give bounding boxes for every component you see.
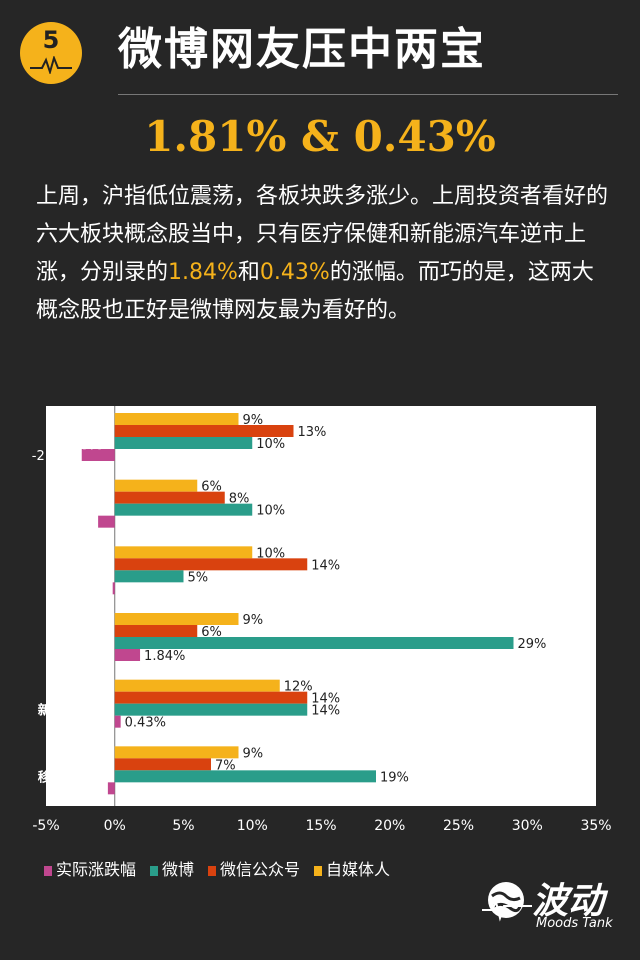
bar-2-4	[114, 703, 308, 716]
summary-text-2: 和	[237, 260, 260, 285]
bar-label-1-5: 7%	[215, 758, 236, 773]
bar-label-3-4: 0.43%	[125, 716, 166, 731]
legend-item-2: 微信公众号	[208, 856, 300, 880]
x-tick-label-7: 30%	[512, 818, 543, 834]
legend-swatch-3	[314, 865, 323, 876]
bar-label-3-5: -0.50%	[58, 782, 104, 797]
bar-3-3	[114, 649, 141, 661]
logo-wordmark: 波动	[532, 881, 605, 922]
category-label-0: 券商	[76, 436, 103, 452]
bar-label-1-4: 14%	[311, 692, 340, 707]
bar-2-5	[114, 770, 376, 783]
bar-label-3-3: 1.84%	[144, 649, 185, 664]
bar-label-0-5: 9%	[243, 746, 264, 761]
x-tick-label-8: 35%	[580, 818, 611, 834]
title-divider	[118, 94, 618, 95]
bar-3-1	[98, 515, 115, 528]
bar-1-3	[114, 625, 198, 637]
plot-area	[46, 406, 596, 806]
summary-text-3: 的涨幅。而巧的是，这两大概念股也正好是微博网友最为看好的。	[36, 260, 594, 323]
category-label-3: 医疗保健	[51, 636, 103, 652]
bar-1-5	[114, 758, 211, 771]
bar-label-3-0: -2.40%	[32, 449, 78, 464]
bar-label-1-0: 13%	[298, 425, 327, 440]
bar-label-1-2: 14%	[311, 558, 340, 573]
x-tick-label-1: 0%	[104, 818, 126, 834]
bar-label-2-4: 14%	[311, 704, 340, 719]
bar-label-2-5: 19%	[380, 770, 409, 785]
legend-label-2: 微信公众号	[220, 860, 301, 879]
bar-label-0-2: 10%	[256, 546, 285, 561]
bar-2-0	[114, 437, 253, 449]
logo-tagline: Moods Tank	[536, 916, 613, 931]
bar-0-4	[114, 679, 280, 692]
bar-label-0-1: 6%	[201, 480, 222, 495]
bar-1-1	[114, 491, 225, 504]
legend-item-0: 实际涨跌幅	[44, 856, 136, 880]
highlight-healthcare: 1.84%	[168, 260, 238, 285]
category-label-5: 移动互联网	[38, 769, 103, 785]
bar-label-2-2: 5%	[188, 570, 209, 585]
bar-1-4	[114, 691, 308, 704]
bar-label-3-1: -1.21%	[48, 516, 94, 531]
chart-legend: 实际涨跌幅 微博 微信公众号 自媒体人	[44, 856, 404, 880]
bar-label-0-0: 9%	[243, 413, 264, 428]
summary-paragraph: 上周，沪指低位震荡，各板块跌多涨少。上周投资者看好的六大板块概念股当中，只有医疗…	[36, 178, 612, 330]
category-label-2: 旅游	[77, 569, 103, 585]
bar-label-2-0: 10%	[256, 437, 285, 452]
bar-3-2	[112, 582, 115, 595]
bar-3-4	[114, 715, 121, 728]
bar-2-2	[114, 570, 184, 583]
x-tick-label-0: -5%	[32, 818, 59, 834]
bar-0-5	[114, 746, 239, 759]
highlight-nev: 0.43%	[259, 260, 330, 285]
bar-label-3-2: -0.15%	[63, 582, 109, 597]
bar-0-2	[114, 546, 253, 559]
bar-1-0	[114, 425, 294, 437]
bar-0-0	[114, 413, 239, 425]
bar-label-1-3: 6%	[201, 625, 222, 640]
bar-label-2-3: 29%	[518, 637, 547, 652]
bar-0-3	[114, 613, 239, 625]
legend-swatch-1	[150, 865, 159, 876]
x-tick-label-3: 10%	[237, 818, 268, 834]
bar-3-0	[81, 449, 115, 461]
x-tick-label-2: 5%	[172, 818, 194, 834]
page-title: 微博网友压中两宝	[118, 24, 486, 75]
legend-label-1: 微博	[162, 860, 195, 879]
globe-mark-icon	[482, 882, 532, 922]
summary-text-1: 上周，沪指低位震荡，各板块跌多涨少。上周投资者看好的六大板块概念股当中，只有医疗…	[36, 184, 609, 285]
bar-0-1	[114, 479, 198, 492]
pulse-line-icon	[30, 56, 72, 74]
category-label-1: 军工	[77, 504, 103, 519]
legend-item-3: 自媒体人	[314, 856, 390, 880]
x-tick-label-5: 20%	[374, 818, 405, 834]
badge-number: 5	[42, 26, 60, 54]
bar-1-2	[114, 558, 308, 571]
legend-label-3: 自媒体人	[326, 860, 391, 879]
bar-chart-svg: 9% 13% 10% -2.40%券商 6% 8% 10% -1.21%军工 10% 14% 5% -…	[32, 406, 612, 834]
legend-swatch-0	[44, 865, 52, 876]
headline-figures: 1.81% & 0.43%	[144, 112, 496, 161]
bar-3-5	[107, 782, 115, 795]
brand-logo: 波动 Moods Tank	[482, 872, 622, 936]
bar-label-0-4: 12%	[284, 680, 313, 695]
x-tick-label-6: 25%	[443, 818, 474, 834]
bar-2-3	[114, 637, 514, 649]
bar-chart: 9% 13% 10% -2.40% 券商 6% 8% 10% -1.21% 军工 10% 14% 5% -…	[0, 400, 640, 840]
x-tick-label-4: 15%	[305, 818, 336, 834]
legend-item-1: 微博	[150, 856, 194, 880]
legend-label-0: 实际涨跌幅	[56, 860, 137, 879]
bar-2-1	[114, 503, 253, 516]
legend-swatch-2	[208, 865, 217, 876]
bar-label-1-1: 8%	[229, 492, 250, 507]
bar-label-0-3: 9%	[243, 613, 264, 628]
section-badge: 5	[20, 22, 82, 84]
bar-label-2-1: 10%	[256, 504, 285, 519]
category-label-4: 新能源汽车	[38, 703, 103, 719]
